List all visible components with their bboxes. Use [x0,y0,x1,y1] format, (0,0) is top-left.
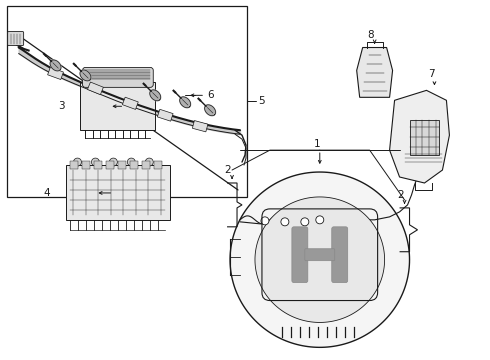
Circle shape [261,217,269,225]
Polygon shape [48,67,64,80]
Polygon shape [230,172,410,347]
FancyBboxPatch shape [8,32,24,45]
Bar [130,161,138,169]
Circle shape [74,158,81,166]
Polygon shape [87,82,103,95]
Circle shape [92,158,99,166]
Text: 1: 1 [314,139,320,149]
Polygon shape [50,60,61,71]
Polygon shape [80,70,91,81]
Polygon shape [205,105,216,116]
Bar [66,165,170,220]
Text: 2: 2 [397,190,404,200]
FancyBboxPatch shape [82,67,153,87]
FancyBboxPatch shape [332,227,348,283]
Circle shape [145,158,153,166]
Text: 8: 8 [368,30,374,40]
Text: 5: 5 [258,96,265,106]
Polygon shape [390,90,449,183]
Bar [95,161,102,169]
Text: 6: 6 [207,90,214,100]
FancyBboxPatch shape [305,249,335,261]
Bar [7,6,247,197]
Circle shape [281,218,289,226]
Circle shape [301,218,309,226]
FancyBboxPatch shape [292,227,308,283]
Text: 7: 7 [428,69,435,80]
Circle shape [316,216,324,224]
Polygon shape [122,97,138,109]
Bar [80,82,155,130]
Text: 2: 2 [225,165,231,175]
Polygon shape [180,97,191,108]
Text: 3: 3 [58,101,65,111]
Polygon shape [150,90,161,101]
Bar [154,161,162,169]
Text: 4: 4 [44,188,50,198]
Circle shape [127,158,135,166]
Bar [106,161,114,169]
Circle shape [109,158,118,166]
Bar [119,161,126,169]
Polygon shape [157,109,173,121]
Polygon shape [357,48,392,97]
Bar [142,161,150,169]
Polygon shape [193,121,208,132]
Bar [71,161,78,169]
Bar [410,120,440,155]
Bar [82,161,91,169]
Polygon shape [255,197,385,323]
